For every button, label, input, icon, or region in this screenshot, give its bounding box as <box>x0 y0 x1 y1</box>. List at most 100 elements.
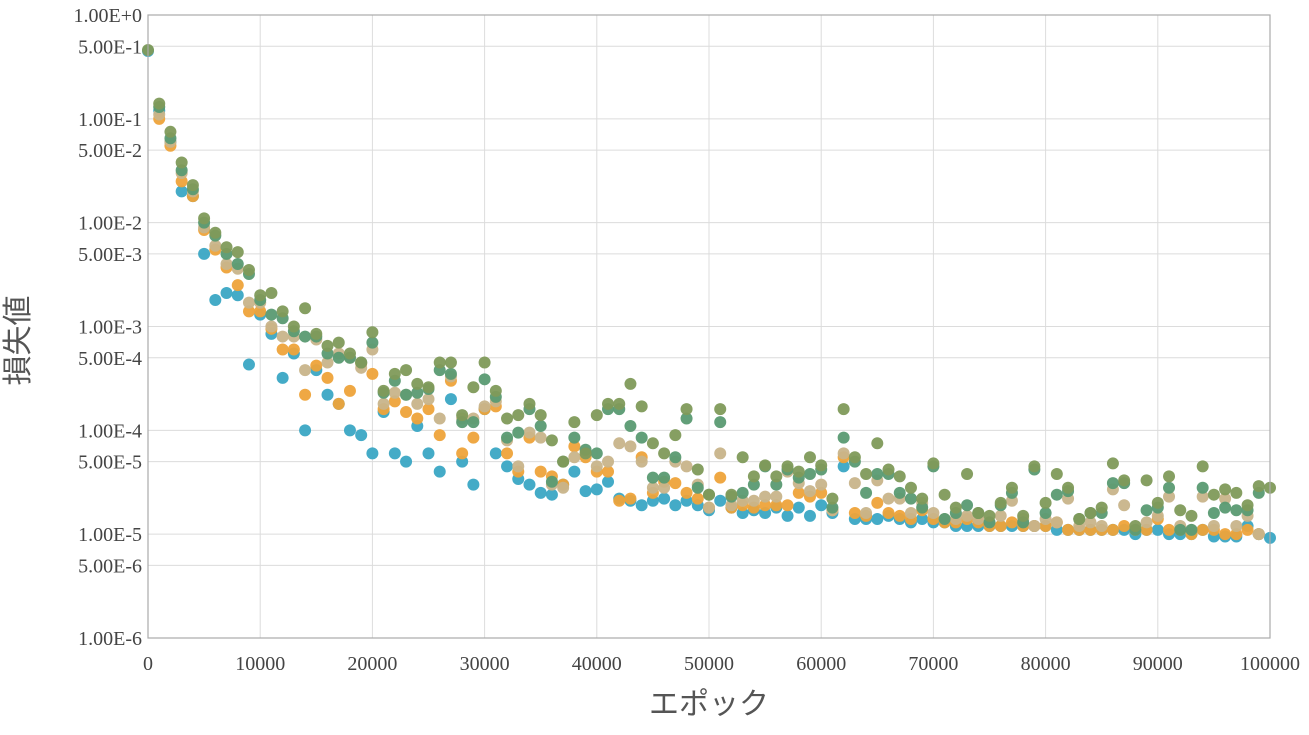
data-point <box>860 506 873 519</box>
data-point <box>478 356 491 369</box>
data-point <box>714 416 727 429</box>
data-point <box>1151 509 1164 522</box>
data-point <box>590 460 603 473</box>
data-point <box>1230 519 1243 532</box>
data-point <box>747 494 760 507</box>
data-point <box>871 437 884 450</box>
data-point <box>545 434 558 447</box>
data-point <box>265 320 278 333</box>
data-point <box>781 460 794 473</box>
x-tick-label: 60000 <box>796 653 846 675</box>
data-point <box>254 289 267 302</box>
data-point <box>736 451 749 464</box>
data-point <box>175 185 188 198</box>
data-point <box>557 455 570 468</box>
data-point <box>837 460 850 473</box>
data-point <box>299 302 312 315</box>
data-point <box>669 451 682 464</box>
data-point <box>590 483 603 496</box>
data-point <box>534 431 547 444</box>
data-point <box>422 393 435 406</box>
data-point <box>310 359 323 372</box>
data-point <box>366 367 379 380</box>
data-point <box>613 397 626 410</box>
y-tick-label: 1.00E-4 <box>78 420 142 442</box>
y-tick-label: 5.00E-4 <box>78 348 142 370</box>
data-point <box>1230 528 1243 541</box>
data-point <box>534 465 547 478</box>
data-point <box>669 499 682 512</box>
data-point <box>444 393 457 406</box>
data-point <box>198 247 211 260</box>
data-point <box>523 426 536 439</box>
data-point <box>848 477 861 490</box>
data-point <box>1005 516 1018 529</box>
y-tick-label: 1.00E-2 <box>78 213 142 235</box>
data-point <box>815 486 828 499</box>
data-point <box>1118 519 1131 532</box>
data-point <box>1207 506 1220 519</box>
series-5 <box>142 44 1276 532</box>
data-point <box>242 264 255 277</box>
data-point <box>1196 523 1209 536</box>
data-point <box>759 499 772 512</box>
data-point <box>1252 480 1265 493</box>
data-point <box>198 212 211 225</box>
data-point <box>164 125 177 138</box>
data-point <box>961 499 974 512</box>
data-point <box>871 512 884 525</box>
data-point <box>231 257 244 270</box>
data-point <box>646 471 659 484</box>
data-point <box>680 460 693 473</box>
data-point <box>568 431 581 444</box>
data-point <box>467 416 480 429</box>
data-point <box>770 490 783 503</box>
data-point <box>590 409 603 422</box>
y-axis-title: 損失値 <box>1 296 36 386</box>
data-point <box>904 492 917 505</box>
gridlines <box>147 14 1271 639</box>
data-point <box>703 501 715 514</box>
data-point <box>478 373 491 386</box>
data-point <box>1095 501 1108 514</box>
data-point <box>299 364 312 377</box>
data-point <box>1039 496 1052 509</box>
data-point <box>714 447 727 460</box>
data-point <box>377 384 390 397</box>
data-point <box>1050 488 1063 501</box>
data-point <box>276 371 289 384</box>
x-tick-label: 20000 <box>347 653 397 675</box>
data-point <box>388 386 401 399</box>
data-point <box>837 403 850 416</box>
data-point <box>635 400 648 413</box>
data-point <box>1073 512 1086 525</box>
y-tick-label: 5.00E-1 <box>78 36 142 58</box>
data-point <box>175 156 188 169</box>
data-point <box>1230 504 1243 517</box>
data-point <box>444 367 457 380</box>
data-point <box>994 519 1007 532</box>
data-point <box>186 179 199 192</box>
x-tick-label: 30000 <box>460 653 510 675</box>
data-point <box>669 429 682 442</box>
data-point <box>949 501 962 514</box>
y-tick-label: 1.00E-5 <box>78 524 142 546</box>
data-point <box>815 459 828 472</box>
data-point <box>916 492 929 505</box>
data-point <box>826 492 839 505</box>
data-point <box>534 486 547 499</box>
data-point <box>411 397 424 410</box>
data-point <box>433 356 446 369</box>
data-point <box>220 287 233 300</box>
data-point <box>579 447 592 460</box>
data-point <box>242 305 255 318</box>
x-axis-title: エポック <box>649 687 769 722</box>
data-point <box>231 246 244 259</box>
data-point <box>602 465 615 478</box>
data-point <box>400 455 413 468</box>
data-point <box>299 424 312 437</box>
data-point <box>781 499 794 512</box>
x-tick-label: 100000 <box>1240 653 1300 675</box>
data-point <box>388 367 401 380</box>
data-points <box>142 44 1276 544</box>
